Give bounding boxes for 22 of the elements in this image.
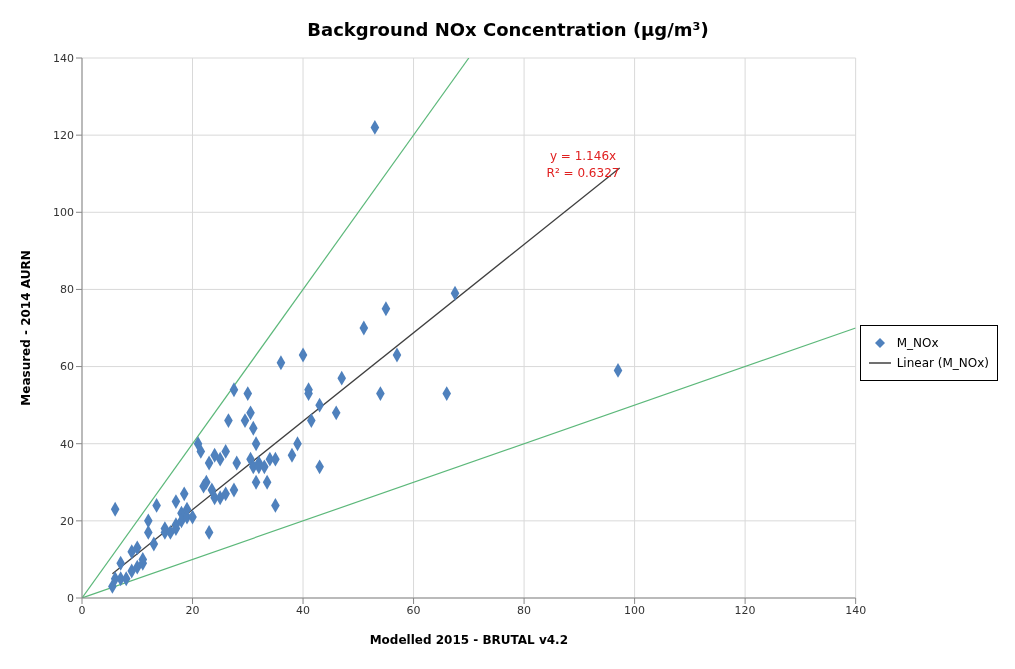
y-tick-label: 40 — [60, 437, 74, 451]
y-tick-label: 120 — [53, 129, 74, 143]
annotation: y = 1.146x — [548, 148, 618, 165]
y-tick-label: 20 — [60, 514, 74, 528]
x-tick-label: 0 — [78, 603, 86, 617]
x-tick-label: 40 — [296, 603, 311, 617]
y-tick-label: 100 — [53, 206, 74, 220]
legend-label: M_NOx — [896, 336, 939, 350]
chart-title: Background NOx Concentration (µg/m³) — [306, 18, 710, 42]
y-axis-title: Measured - 2014 AURN — [19, 250, 34, 406]
y-tick-label: 60 — [60, 360, 74, 374]
legend-label: Linear (M_NOx) — [896, 356, 989, 370]
x-tick-label: 100 — [624, 603, 646, 617]
x-tick-label: 140 — [845, 603, 867, 617]
y-tick-label: 80 — [60, 283, 74, 297]
y-tick-label: 140 — [53, 51, 74, 65]
x-tick-label: 80 — [517, 603, 532, 617]
x-tick-label: 20 — [185, 603, 200, 617]
y-tick-label: 0 — [67, 591, 74, 605]
x-axis-title: Modelled 2015 - BRUTAL v4.2 — [369, 633, 568, 647]
x-tick-label: 120 — [734, 603, 756, 617]
x-tick-label: 60 — [406, 603, 421, 617]
